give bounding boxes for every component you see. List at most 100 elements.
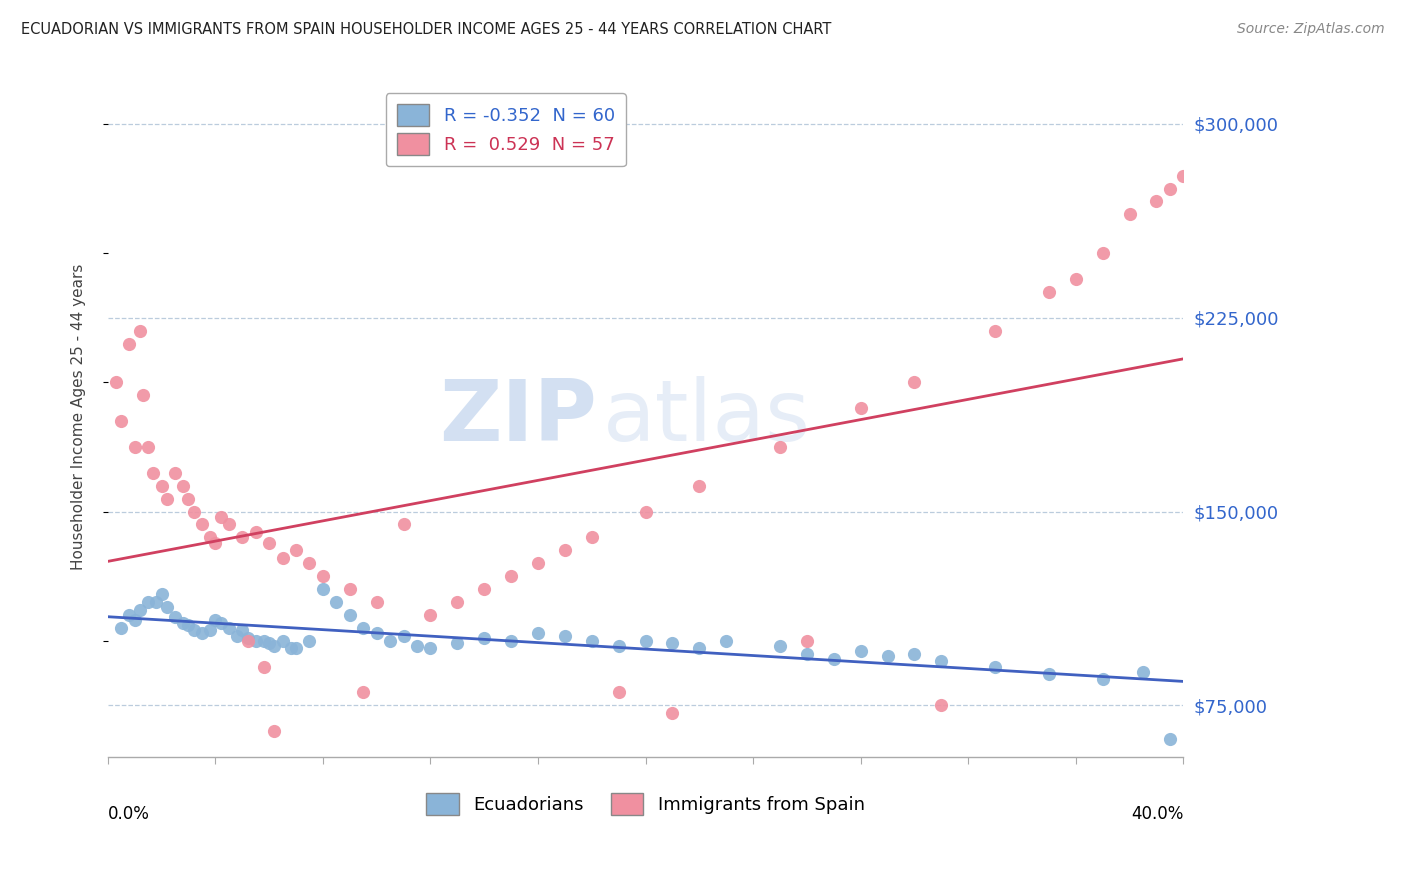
Point — [419, 641, 441, 656]
Point — [1064, 272, 1087, 286]
Point — [634, 504, 657, 518]
Point — [253, 633, 276, 648]
Point — [472, 582, 495, 596]
Point — [198, 530, 221, 544]
Point — [312, 569, 335, 583]
Point — [204, 535, 226, 549]
Point — [406, 639, 429, 653]
Point — [231, 530, 253, 544]
Point — [236, 631, 259, 645]
Point — [280, 641, 302, 656]
Point — [688, 641, 710, 656]
Point — [849, 401, 872, 416]
Point — [661, 636, 683, 650]
Point — [446, 595, 468, 609]
Point — [271, 633, 294, 648]
Point — [607, 639, 630, 653]
Point — [1091, 673, 1114, 687]
Point — [118, 607, 141, 622]
Point — [446, 636, 468, 650]
Point — [145, 595, 167, 609]
Point — [263, 639, 285, 653]
Point — [325, 595, 347, 609]
Text: atlas: atlas — [603, 376, 810, 458]
Point — [245, 633, 267, 648]
Point — [1132, 665, 1154, 679]
Point — [796, 647, 818, 661]
Point — [136, 595, 159, 609]
Point — [285, 543, 308, 558]
Point — [1091, 246, 1114, 260]
Point — [1038, 667, 1060, 681]
Point — [1038, 285, 1060, 299]
Point — [527, 626, 550, 640]
Point — [1144, 194, 1167, 209]
Point — [903, 647, 925, 661]
Point — [231, 624, 253, 638]
Text: ECUADORIAN VS IMMIGRANTS FROM SPAIN HOUSEHOLDER INCOME AGES 25 - 44 YEARS CORREL: ECUADORIAN VS IMMIGRANTS FROM SPAIN HOUS… — [21, 22, 831, 37]
Point — [136, 440, 159, 454]
Text: ZIP: ZIP — [440, 376, 598, 458]
Point — [257, 535, 280, 549]
Point — [903, 376, 925, 390]
Point — [124, 440, 146, 454]
Point — [163, 466, 186, 480]
Point — [849, 644, 872, 658]
Point — [688, 478, 710, 492]
Text: Source: ZipAtlas.com: Source: ZipAtlas.com — [1237, 22, 1385, 37]
Point — [263, 724, 285, 739]
Point — [142, 466, 165, 480]
Point — [183, 504, 205, 518]
Point — [392, 628, 415, 642]
Point — [204, 613, 226, 627]
Point — [769, 440, 792, 454]
Point — [218, 517, 240, 532]
Point — [472, 631, 495, 645]
Point — [366, 626, 388, 640]
Point — [225, 628, 247, 642]
Point — [823, 652, 845, 666]
Point — [198, 624, 221, 638]
Point — [527, 556, 550, 570]
Point — [366, 595, 388, 609]
Point — [118, 336, 141, 351]
Point — [984, 659, 1007, 673]
Point — [183, 624, 205, 638]
Point — [110, 621, 132, 635]
Point — [984, 324, 1007, 338]
Point — [285, 641, 308, 656]
Point — [581, 530, 603, 544]
Point — [378, 633, 401, 648]
Point — [312, 582, 335, 596]
Text: 40.0%: 40.0% — [1130, 805, 1184, 822]
Point — [129, 324, 152, 338]
Point — [236, 633, 259, 648]
Point — [150, 587, 173, 601]
Point — [1173, 169, 1195, 183]
Point — [554, 628, 576, 642]
Point — [132, 388, 155, 402]
Point — [1159, 181, 1181, 195]
Point — [218, 621, 240, 635]
Point — [769, 639, 792, 653]
Point — [876, 649, 898, 664]
Point — [339, 607, 361, 622]
Point — [581, 633, 603, 648]
Point — [129, 603, 152, 617]
Point — [929, 654, 952, 668]
Point — [1159, 731, 1181, 746]
Point — [257, 636, 280, 650]
Point — [714, 633, 737, 648]
Point — [191, 517, 214, 532]
Point — [177, 618, 200, 632]
Point — [352, 621, 374, 635]
Point — [150, 478, 173, 492]
Point — [661, 706, 683, 720]
Point — [110, 414, 132, 428]
Point — [1118, 207, 1140, 221]
Point — [501, 633, 523, 648]
Point — [156, 491, 179, 506]
Point — [271, 551, 294, 566]
Text: 0.0%: 0.0% — [108, 805, 149, 822]
Point — [419, 607, 441, 622]
